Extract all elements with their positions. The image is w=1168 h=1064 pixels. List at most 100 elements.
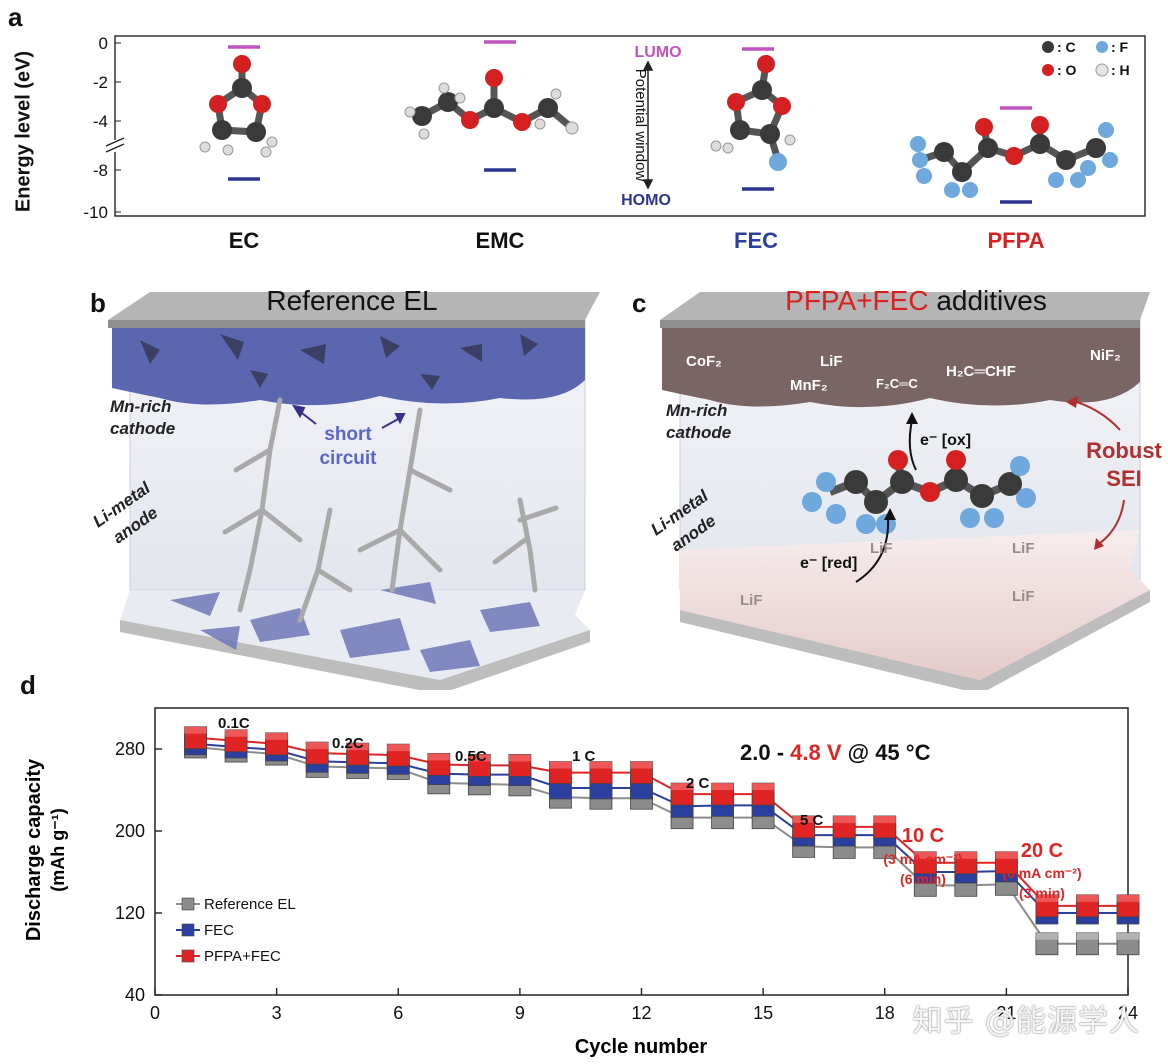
data-point-highlight: [914, 851, 937, 859]
rate-label-20c-group: 20 C (6 mA cm⁻²) (3 min): [1002, 840, 1081, 901]
molecule-name-emc: EMC: [476, 228, 525, 253]
species-mnf2: MnF₂: [790, 377, 828, 394]
data-point-highlight: [1117, 932, 1139, 940]
species-lif-3: LiF: [740, 592, 763, 609]
data-point-highlight: [508, 754, 531, 762]
dendrites: [222, 397, 559, 623]
data-point-highlight: [387, 744, 410, 752]
cathode-layer-b: [112, 328, 585, 406]
potential-window-label: Potential window: [632, 69, 649, 182]
series-line: [195, 745, 1128, 945]
ytick-label-m4: -4: [93, 112, 108, 131]
data-point-highlight: [833, 815, 856, 823]
series-line: [195, 736, 1128, 907]
species-lif-1: LiF: [870, 540, 893, 557]
data-point-highlight: [1035, 932, 1058, 940]
data-point-highlight: [225, 729, 248, 737]
chart-condition: 2.0 - 4.8 V @ 45 °C: [740, 740, 931, 765]
rate-label-0p2c: 0.2C: [332, 735, 364, 752]
ytick-label: 120: [115, 903, 145, 923]
data-point-highlight: [346, 743, 369, 751]
rate-label-1c: 1 C: [572, 748, 596, 765]
data-point-highlight: [630, 761, 653, 769]
rate-label-10c-group: 10 C (3 mA cm⁻²) (6 min): [883, 825, 962, 887]
series-pfpa-fec: [184, 726, 1140, 918]
legend-f-swatch: [1096, 41, 1108, 53]
legend-swatch: [181, 923, 195, 937]
panel-b: Reference EL Mn-rich cathode Li-metal an…: [89, 285, 600, 690]
fec-molecule: [710, 55, 796, 171]
panels-bc-figure: Reference EL Mn-rich cathode Li-metal an…: [89, 285, 1163, 690]
cathode-layer-c: [662, 328, 1140, 408]
emc-molecule: [404, 69, 579, 140]
rate-label-20c-time: (3 min): [1019, 885, 1065, 901]
data-point-highlight: [427, 753, 450, 761]
panel-a-label: a: [8, 2, 23, 32]
ytick-label-m8: -8: [93, 161, 108, 180]
data-point-highlight: [1035, 894, 1058, 902]
data-point-highlight: [468, 754, 491, 762]
sei-line2: SEI: [1106, 466, 1141, 491]
legend-label: PFPA+FEC: [204, 948, 281, 965]
anode-species: LiF LiF LiF LiF: [740, 540, 1035, 609]
short-circuit-line1: short: [324, 424, 372, 445]
xtick-label: 0: [150, 1003, 160, 1023]
data-point-highlight: [589, 761, 612, 769]
panel-b-cathode-line2: cathode: [110, 419, 175, 438]
data-point-highlight: [1076, 894, 1099, 902]
panel-a-frame: [114, 35, 1146, 217]
panel-c-cathode-line2: cathode: [666, 423, 731, 442]
rate-label-0p1c: 0.1C: [218, 715, 250, 732]
xtick-label: 9: [515, 1003, 525, 1023]
data-point-highlight: [1076, 932, 1099, 940]
data-point-highlight: [265, 732, 288, 740]
cathode-species: CoF₂ LiF MnF₂ F₂C═C H₂C═CHF NiF₂: [686, 347, 1121, 394]
species-cof2: CoF₂: [686, 353, 722, 370]
discharge-chart: 0 3 6 9 12 15 18 21 24 40 120 200 280 Discharge capa…: [23, 707, 1140, 1058]
ytick-label-m10: -10: [83, 203, 108, 222]
short-circuit-arrows: [291, 404, 406, 429]
ytick-label-0: 0: [99, 34, 108, 53]
ytick-label: 40: [125, 985, 145, 1005]
panel-c-label: c: [632, 288, 647, 318]
molecule-name-fec: FEC: [734, 228, 778, 253]
legend-o-swatch: [1042, 64, 1054, 76]
rate-label-20c: 20 C: [1021, 840, 1063, 862]
chart-xlabel: Cycle number: [575, 1036, 707, 1058]
species-lif-2: LiF: [1012, 540, 1035, 557]
legend-c-swatch: [1042, 41, 1054, 53]
rate-label-10c-current: (3 mA cm⁻²): [883, 851, 962, 867]
panel-a-figure: 0 -2 -4 -8 -10 LUMO HOMO Potential windo…: [83, 34, 1146, 253]
watermark: 知乎 @能源学人: [912, 1004, 1140, 1039]
rate-label-2c: 2 C: [686, 775, 710, 792]
molecule-name-ec: EC: [229, 228, 260, 253]
legend-c-label: : C: [1057, 39, 1076, 55]
atom-legend: : C : F : O : H: [1042, 39, 1130, 78]
ec-molecule: [199, 55, 278, 158]
xtick-label: 15: [753, 1003, 773, 1023]
data-point-highlight: [306, 742, 329, 750]
chart-frame: [154, 707, 1129, 996]
data-point-highlight: [711, 783, 734, 791]
data-point-highlight: [873, 815, 896, 823]
energy-levels: [228, 40, 1032, 204]
chart-axes: 0 3 6 9 12 15 18 21 24 40 120 200 280: [115, 739, 1138, 1023]
homo-label: HOMO: [621, 192, 671, 209]
panel-c-title-red: PFPA+FEC: [785, 285, 928, 316]
chart-series: [184, 726, 1140, 956]
ytick-label-m2: -2: [93, 73, 108, 92]
electron-arrows: [855, 419, 917, 583]
xtick-label: 24: [1118, 1003, 1138, 1023]
xtick-label: 3: [272, 1003, 282, 1023]
ytick-label: 200: [115, 821, 145, 841]
panel-c: e⁻ [ox] e⁻ [red] CoF₂ LiF MnF₂ F₂C═C H₂C…: [647, 285, 1163, 690]
data-point-highlight: [995, 851, 1018, 859]
condition-part2: @ 45 °C: [842, 740, 931, 765]
panel-c-title: PFPA+FEC additives: [785, 285, 1047, 316]
data-point-highlight: [549, 761, 572, 769]
rate-label-0p5c: 0.5C: [455, 748, 487, 765]
ox-label: e⁻ [ox]: [920, 432, 971, 449]
series-line: [195, 742, 1128, 914]
data-point-highlight: [184, 726, 207, 734]
panel-b-cathode-line1: Mn-rich: [110, 397, 171, 416]
